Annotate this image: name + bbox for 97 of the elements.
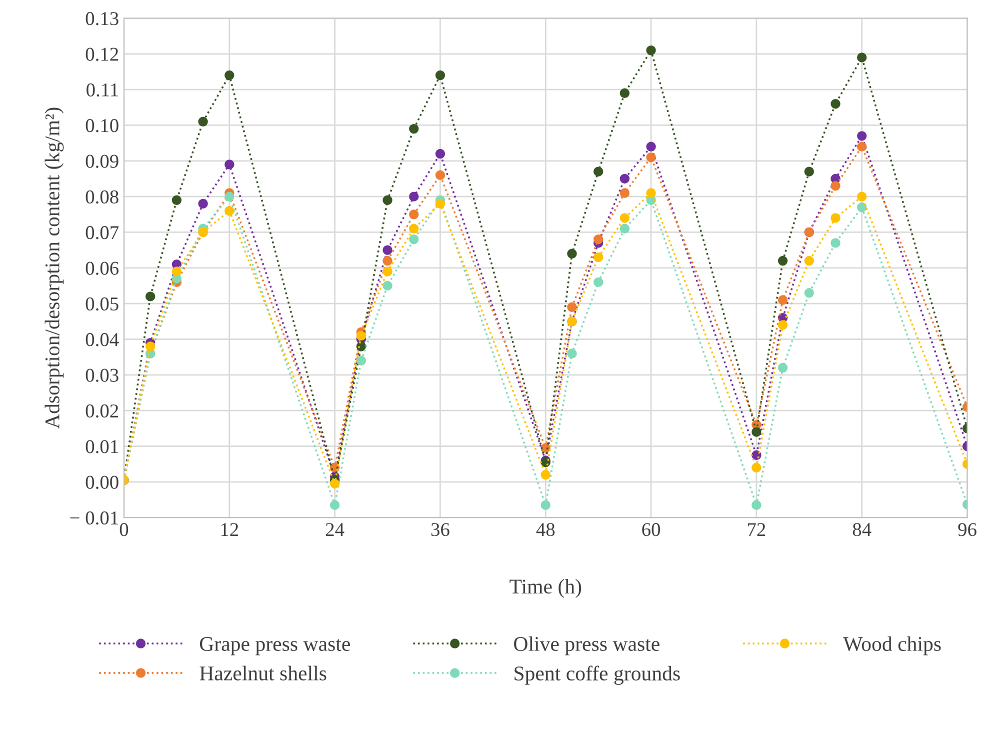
point <box>409 234 419 244</box>
point <box>382 266 392 276</box>
point <box>778 295 788 305</box>
y-axis-title: Adsorption/desorption content (kg/m²) <box>44 108 64 429</box>
point <box>435 198 446 209</box>
point <box>356 330 366 341</box>
point <box>646 45 656 56</box>
point <box>857 142 867 152</box>
point <box>382 245 392 255</box>
point <box>145 342 156 352</box>
y-tick-label: 0.05 <box>86 297 118 311</box>
point <box>620 188 630 198</box>
point <box>409 124 419 134</box>
x-tick-label: 0 <box>120 523 128 536</box>
point <box>752 427 762 437</box>
y-tick-label: 0.08 <box>86 190 118 204</box>
point <box>172 266 182 276</box>
point <box>356 342 366 352</box>
x-tick-label: 36 <box>431 523 450 536</box>
point <box>330 478 340 489</box>
point <box>778 320 788 330</box>
point <box>752 500 762 510</box>
point <box>435 148 446 159</box>
y-tick-label: 0.10 <box>86 119 118 132</box>
point <box>830 181 840 191</box>
point <box>567 248 577 258</box>
point <box>224 70 234 80</box>
legend-label: Grape press waste <box>200 637 350 656</box>
point <box>620 88 630 98</box>
point <box>198 198 208 209</box>
point <box>356 356 366 366</box>
x-axis-title: Time (h) <box>510 578 582 598</box>
y-tick-label: 0.09 <box>86 154 118 168</box>
point <box>409 210 419 220</box>
point <box>409 224 419 234</box>
point <box>198 116 208 127</box>
point <box>857 131 867 141</box>
y-tick-label: 0.13 <box>86 12 118 26</box>
y-tick-label: 0.00 <box>86 476 118 489</box>
point <box>830 213 840 223</box>
y-tick-label: 0.02 <box>86 404 118 418</box>
point <box>435 70 446 80</box>
point <box>382 256 392 266</box>
point <box>409 192 419 202</box>
x-tick-label: 72 <box>748 523 766 536</box>
x-tick-label: 48 <box>536 523 555 536</box>
x-tick-label: 96 <box>958 523 976 536</box>
point <box>620 213 630 223</box>
point <box>830 98 840 109</box>
point <box>224 160 234 170</box>
y-tick-label: − 0.01 <box>70 511 118 525</box>
point <box>224 192 234 202</box>
point <box>804 256 814 266</box>
legend-label: Spent coffe grounds <box>514 666 680 685</box>
legend-label: Wood chips <box>843 636 941 656</box>
point <box>540 470 550 480</box>
point <box>330 500 340 510</box>
point <box>804 288 814 298</box>
point <box>435 170 446 180</box>
point <box>145 292 156 302</box>
x-tick-label: 84 <box>852 523 872 536</box>
point <box>567 348 577 358</box>
point <box>830 238 840 248</box>
point <box>646 188 656 198</box>
point <box>567 302 577 312</box>
point <box>620 224 630 234</box>
point <box>224 206 234 216</box>
point <box>593 166 604 176</box>
point <box>593 252 604 262</box>
point <box>778 362 788 373</box>
point <box>593 277 604 288</box>
legend-label: Hazelnut shells <box>200 666 326 680</box>
y-tick-label: 0.12 <box>86 48 118 61</box>
point <box>646 152 656 162</box>
point <box>382 280 392 291</box>
y-tick-label: 0.01 <box>86 440 118 454</box>
point <box>857 202 867 212</box>
point <box>646 142 656 152</box>
legend-label: Olive press waste <box>514 636 660 656</box>
point <box>752 462 762 473</box>
y-tick-label: 0.04 <box>86 333 119 346</box>
x-tick-label: 24 <box>326 523 344 536</box>
point <box>857 192 867 202</box>
point <box>778 256 788 266</box>
x-tick-label: 60 <box>642 523 660 536</box>
point <box>382 195 392 205</box>
point <box>857 52 867 62</box>
y-tick-label: 0.03 <box>86 368 118 382</box>
y-tick-label: 0.07 <box>86 226 119 240</box>
point <box>172 195 182 205</box>
point <box>593 234 604 244</box>
y-tick-label: 0.06 <box>86 262 119 275</box>
point <box>540 500 550 510</box>
point <box>804 166 814 176</box>
x-tick-label: 12 <box>221 523 238 536</box>
point <box>620 174 630 184</box>
y-tick-label: 0.11 <box>86 83 118 97</box>
